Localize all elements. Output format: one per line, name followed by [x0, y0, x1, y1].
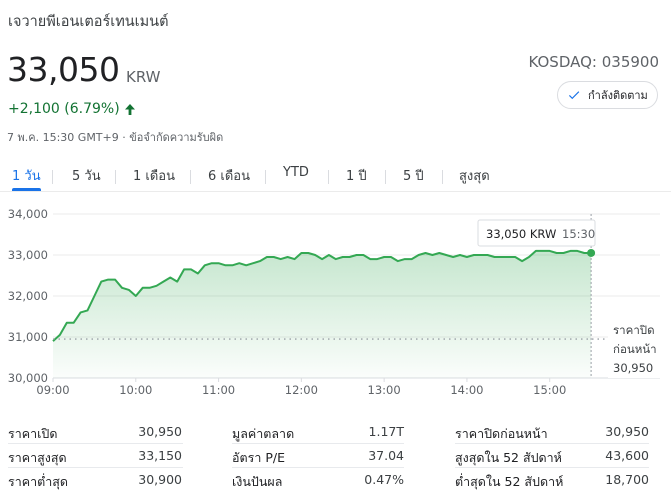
stat-label-low: ราคาต่ำสุด	[8, 474, 68, 489]
tab-divider	[52, 170, 53, 184]
tab-divider	[190, 170, 191, 184]
current-price: 33,050	[7, 50, 120, 89]
previous-close-value: 30,950	[613, 361, 653, 375]
y-tick-label: 34,000	[8, 207, 48, 221]
tabs-divider	[0, 191, 671, 192]
checkmark-icon	[568, 91, 580, 100]
price-chart[interactable]: 34,000 33,000 32,000 31,000 30,000 09:00 10:0…	[0, 200, 671, 410]
tab-divider	[115, 170, 116, 184]
stat-label-market-cap: มูลค่าตลาด	[232, 426, 295, 441]
tab-label: 1 ปี	[346, 169, 367, 184]
x-tick-label: 10:00	[119, 383, 152, 397]
last-price-dot	[587, 248, 596, 257]
tab-1-year[interactable]: 1 ปี	[346, 165, 367, 191]
follow-button[interactable]: กำลังติดตาม	[557, 81, 658, 109]
stat-label-pe: อัตรา P/E	[232, 450, 285, 465]
tab-label: 1 เดือน	[133, 169, 175, 184]
tab-divider	[328, 170, 329, 184]
tab-label: 1 วัน	[12, 169, 41, 184]
previous-close-label: ก่อนหน้า	[613, 342, 657, 356]
x-tick-label: 09:00	[36, 383, 69, 397]
previous-close-label: ราคาปิด	[613, 323, 655, 337]
x-tick-label: 13:00	[368, 383, 401, 397]
currency-label: KRW	[126, 68, 161, 86]
range-tabs: 1 วัน 5 วัน 1 เดือน 6 เดือน YTD 1 ปี 5 ป…	[0, 165, 671, 191]
stat-label-dividend: เงินปันผล	[232, 474, 283, 489]
stat-divider	[232, 467, 404, 468]
tab-6-months[interactable]: 6 เดือน	[208, 165, 250, 191]
tooltip-price: 33,050 KRW	[486, 227, 556, 241]
stat-value-52w-high: 43,600	[605, 448, 649, 463]
tab-label: 6 เดือน	[208, 169, 250, 184]
tooltip-time: 15:30	[562, 227, 595, 241]
x-tick-label: 12:00	[285, 383, 318, 397]
stat-value-open: 30,950	[138, 424, 182, 439]
price-change-text: +2,100 (6.79%)	[8, 101, 120, 117]
stat-divider	[8, 443, 183, 444]
stat-value-prev-close: 30,950	[605, 424, 649, 439]
stat-value-52w-low: 18,700	[605, 472, 649, 487]
tab-1-day[interactable]: 1 วัน	[12, 165, 41, 191]
stat-label-high: ราคาสูงสุด	[8, 450, 67, 465]
active-tab-indicator	[12, 188, 41, 191]
stat-label-prev-close: ราคาปิดก่อนหน้า	[455, 426, 548, 441]
stat-divider	[8, 467, 183, 468]
stat-divider	[232, 443, 404, 444]
y-tick-label: 32,000	[8, 289, 48, 303]
price-line	[52, 249, 592, 342]
tab-label: 5 ปี	[403, 169, 424, 184]
tab-divider	[265, 170, 266, 184]
y-tick-label: 31,000	[8, 330, 48, 344]
key-stats: ราคาเปิด 30,950 ราคาสูงสุด 33,150 ราคาต่…	[0, 420, 671, 500]
price-area-fill	[53, 250, 592, 378]
tab-label: YTD	[283, 165, 309, 180]
exchange-ticker[interactable]: KOSDAQ: 035900	[528, 53, 659, 71]
stat-value-high: 33,150	[138, 448, 182, 463]
tab-max[interactable]: สูงสุด	[459, 165, 490, 191]
tab-label: สูงสุด	[459, 169, 490, 184]
stat-divider	[455, 443, 649, 444]
tab-1-month[interactable]: 1 เดือน	[133, 165, 175, 191]
tooltip-box	[477, 219, 596, 247]
stat-label-52w-high: สูงสุดใน 52 สัปดาห์	[455, 450, 562, 465]
stat-value-pe: 37.04	[368, 448, 404, 463]
follow-button-label: กำลังติดตาม	[588, 89, 648, 102]
stat-label-open: ราคาเปิด	[8, 426, 58, 441]
x-tick-label: 11:00	[202, 383, 235, 397]
price-change: +2,100 (6.79%)	[8, 101, 136, 117]
previous-close-label-bg	[608, 320, 666, 378]
stat-value-dividend: 0.47%	[364, 472, 404, 487]
x-tick-label: 15:00	[533, 383, 566, 397]
tab-5-days[interactable]: 5 วัน	[72, 165, 101, 191]
company-name: เจวายพีเอนเตอร์เทนเมนต์	[8, 14, 169, 30]
stat-value-low: 30,900	[138, 472, 182, 487]
quote-timestamp: 7 พ.ค. 15:30 GMT+9 · ข้อจำกัดความรับผิด	[7, 131, 224, 144]
tab-label: 5 วัน	[72, 169, 101, 184]
tab-divider	[442, 170, 443, 184]
x-axis: 09:00 10:00 11:00 12:00 13:00 14:00 15:00	[36, 378, 566, 397]
stat-divider	[455, 467, 649, 468]
y-tick-label: 30,000	[8, 371, 48, 385]
x-tick-label: 14:00	[450, 383, 483, 397]
arrow-up-icon	[124, 103, 135, 115]
stat-value-market-cap: 1.17T	[368, 424, 404, 439]
tab-5-years[interactable]: 5 ปี	[403, 165, 424, 191]
y-tick-label: 33,000	[8, 248, 48, 262]
price-tooltip: 33,050 KRW 15:30	[477, 219, 596, 247]
y-axis: 34,000 33,000 32,000 31,000 30,000	[8, 207, 48, 385]
tab-ytd[interactable]: YTD	[283, 165, 309, 191]
tab-divider	[385, 170, 386, 184]
stat-label-52w-low: ต่ำสุดใน 52 สัปดาห์	[455, 474, 564, 489]
